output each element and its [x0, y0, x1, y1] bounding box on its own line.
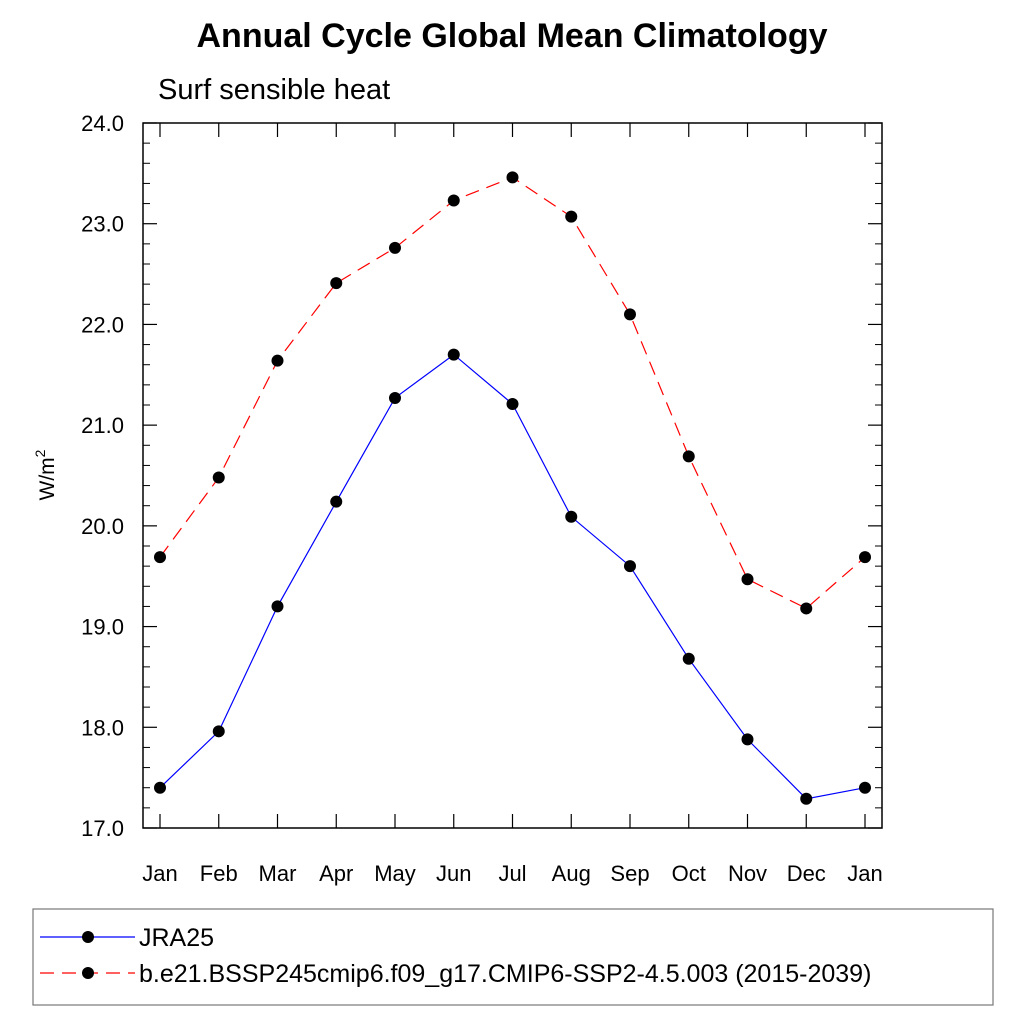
y-axis-label-group: W/m2	[32, 449, 59, 500]
series-line-1	[159, 176, 866, 610]
data-point	[800, 602, 813, 615]
data-point	[271, 600, 284, 613]
x-tick-label: Jan	[847, 861, 882, 886]
legend-marker	[82, 931, 94, 943]
data-point	[624, 308, 636, 321]
y-tick-label: 23.0	[81, 212, 124, 237]
data-point	[682, 450, 695, 463]
legend-marker	[82, 967, 94, 979]
data-point	[741, 733, 754, 746]
x-tick-label: Oct	[672, 861, 706, 886]
series-line-0	[159, 353, 866, 800]
data-point	[212, 725, 225, 738]
legend-box	[32, 908, 994, 1006]
data-point	[859, 551, 871, 564]
data-point	[506, 397, 519, 410]
data-point	[330, 495, 343, 508]
data-point	[389, 241, 401, 254]
axis-ticks	[143, 122, 882, 829]
legend: JRA25 b.e21.BSSP245cmip6.f09_g17.CMIP6-SS…	[40, 924, 871, 988]
x-tick-label: Mar	[259, 861, 297, 886]
data-point	[447, 348, 460, 361]
y-tick-label: 19.0	[81, 615, 124, 640]
data-point	[389, 391, 401, 404]
x-tick-label: Jul	[498, 861, 526, 886]
x-tick-label: Aug	[552, 861, 591, 886]
legend-entry-label: JRA25	[139, 924, 214, 952]
data-point	[506, 171, 519, 184]
series-layer	[154, 171, 871, 805]
y-tick-label: 18.0	[81, 715, 124, 740]
legend-entry-label: b.e21.BSSP245cmip6.f09_g17.CMIP6-SSP2-4.…	[139, 960, 871, 988]
x-tick-label: Apr	[319, 861, 353, 886]
data-point	[212, 471, 225, 484]
y-tick-label: 20.0	[81, 514, 124, 539]
y-tick-labels: 17.0 18.0 19.0 20.0 21.0 22.0 23.0 24.0	[81, 111, 124, 841]
data-point	[447, 194, 460, 207]
y-tick-label: 21.0	[81, 413, 124, 438]
svg-text:W/m2: W/m2	[32, 449, 59, 500]
data-point	[271, 354, 284, 367]
data-point	[741, 573, 754, 586]
y-axis-label-superscript: 2	[32, 449, 48, 457]
x-tick-label: Dec	[787, 861, 826, 886]
x-tick-label: Jun	[436, 861, 471, 886]
x-tick-label: Sep	[610, 861, 649, 886]
chart-subtitle: Surf sensible heat	[158, 74, 390, 106]
data-point	[330, 277, 343, 290]
plot-frame	[142, 122, 883, 829]
y-tick-label: 24.0	[81, 111, 124, 136]
chart-title: Annual Cycle Global Mean Climatology	[197, 17, 828, 55]
x-tick-label: Feb	[200, 861, 238, 886]
y-axis-label: W/m	[36, 457, 59, 500]
data-point	[682, 652, 695, 665]
y-tick-label: 17.0	[81, 816, 124, 841]
x-tick-label: May	[374, 861, 416, 886]
data-point	[565, 210, 578, 223]
x-tick-label: Jan	[142, 861, 177, 886]
x-tick-labels: Jan Feb Mar Apr May Jun Jul Aug Sep Oct Nov Dec Jan	[142, 861, 882, 886]
data-point	[565, 510, 578, 523]
data-point	[859, 781, 871, 794]
y-tick-label: 22.0	[81, 312, 124, 337]
data-point	[624, 560, 636, 573]
data-point	[800, 792, 813, 805]
data-point	[154, 781, 166, 794]
data-point	[154, 551, 166, 564]
x-tick-label: Nov	[728, 861, 767, 886]
